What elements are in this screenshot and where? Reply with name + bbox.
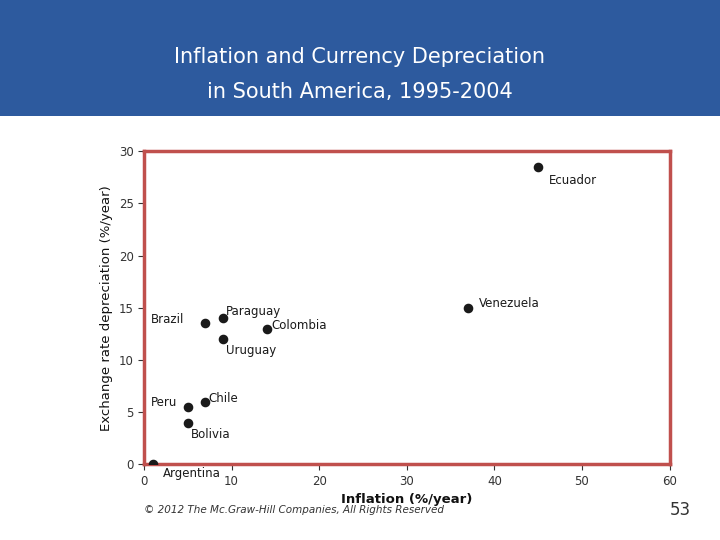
Point — [462, 303, 474, 312]
Text: Uruguay: Uruguay — [226, 344, 276, 357]
Text: Venezuela: Venezuela — [479, 297, 539, 310]
Point — [182, 403, 194, 411]
Text: Paraguay: Paraguay — [226, 306, 282, 319]
Point — [217, 314, 229, 322]
Point — [217, 335, 229, 343]
Text: in South America, 1995-2004: in South America, 1995-2004 — [207, 82, 513, 102]
Text: Argentina: Argentina — [163, 467, 221, 480]
Point — [261, 325, 272, 333]
Text: Inflation and Currency Depreciation: Inflation and Currency Depreciation — [174, 46, 546, 67]
Text: Chile: Chile — [209, 392, 238, 405]
Text: © 2012 The Mc.Graw-Hill Companies, All Rights Reserved: © 2012 The Mc.Graw-Hill Companies, All R… — [144, 505, 444, 515]
X-axis label: Inflation (%/year): Inflation (%/year) — [341, 494, 472, 507]
Text: Peru: Peru — [151, 396, 177, 409]
Y-axis label: Exchange rate depreciation (%/year): Exchange rate depreciation (%/year) — [100, 185, 113, 431]
Text: Brazil: Brazil — [151, 313, 184, 326]
Point — [532, 163, 544, 171]
Text: Colombia: Colombia — [271, 319, 327, 332]
Point — [199, 319, 211, 328]
Point — [182, 418, 194, 427]
Text: Ecuador: Ecuador — [549, 174, 597, 187]
Text: Bolivia: Bolivia — [192, 428, 231, 441]
Point — [147, 460, 158, 469]
Text: 53: 53 — [670, 501, 691, 519]
Point — [199, 397, 211, 406]
